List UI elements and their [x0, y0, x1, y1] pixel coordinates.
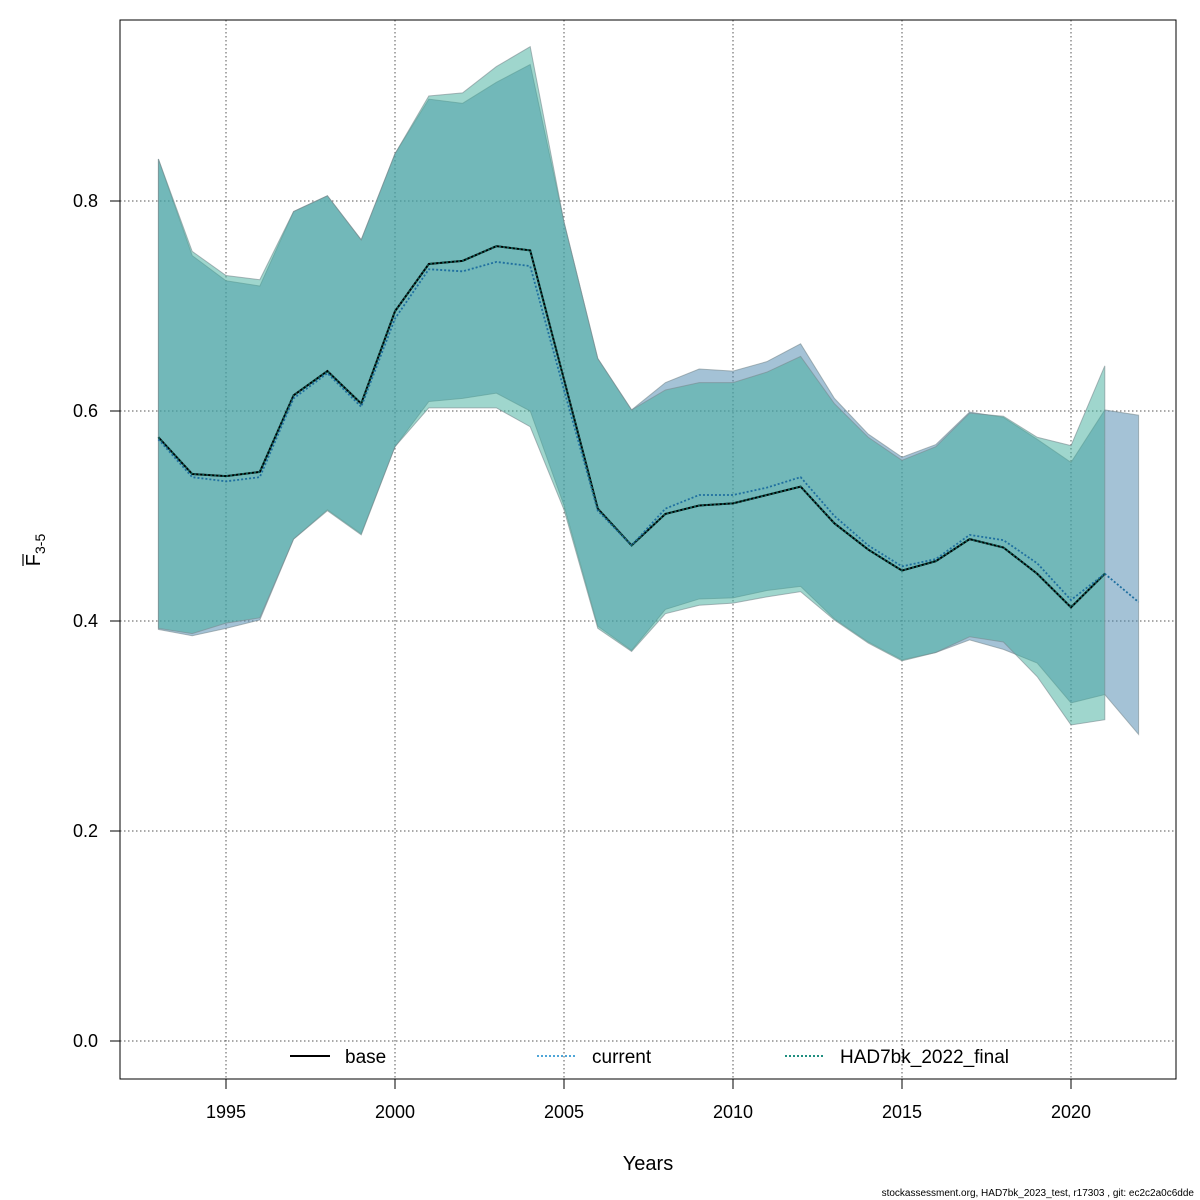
x-axis-label: Years — [623, 1153, 673, 1175]
svg-text:F3-5: F3-5 — [23, 534, 48, 567]
y-axis: 0.0 0.2 0.4 0.6 0.8 — [73, 191, 120, 1051]
x-tick-label: 2020 — [1051, 1102, 1091, 1122]
line-HAD7bk_2022_final — [157, 245, 1106, 609]
plot-frame — [119, 19, 1177, 1080]
legend: base current HAD7bk_2022_final — [290, 1047, 1009, 1068]
confidence-bands — [157, 45, 1140, 736]
y-axis-label: F3-5 — [22, 534, 48, 567]
x-tick-label: 2015 — [882, 1102, 922, 1122]
legend-label: HAD7bk_2022_final — [840, 1047, 1009, 1068]
x-tick-label: 2000 — [375, 1102, 415, 1122]
y-tick-label: 0.0 — [73, 1031, 98, 1051]
y-label-main: F — [23, 554, 45, 566]
legend-label: current — [592, 1047, 652, 1068]
legend-label: base — [345, 1047, 386, 1068]
x-tick-label: 1995 — [206, 1102, 246, 1122]
band-HAD7bk_2022_final — [157, 45, 1106, 726]
x-tick-label: 2005 — [544, 1102, 584, 1122]
y-tick-label: 0.4 — [73, 611, 98, 631]
footer-text: stockassessment.org, HAD7bk_2023_test, r… — [882, 1188, 1195, 1199]
line-current — [157, 260, 1140, 603]
y-tick-label: 0.2 — [73, 821, 98, 841]
x-axis: 1995 2000 2005 2010 2015 2020 — [206, 1079, 1091, 1122]
y-tick-label: 0.6 — [73, 401, 98, 421]
y-label-subscript: 3-5 — [32, 534, 48, 554]
y-tick-label: 0.8 — [73, 191, 98, 211]
x-tick-label: 2010 — [713, 1102, 753, 1122]
series-lines — [157, 245, 1140, 609]
